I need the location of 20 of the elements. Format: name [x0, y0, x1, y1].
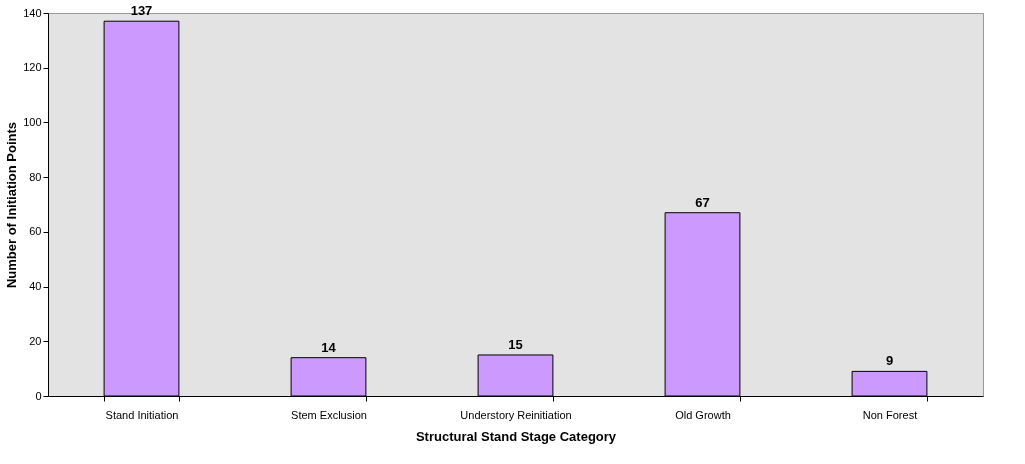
x-tick-label: Stand Initiation: [105, 408, 179, 421]
x-tick-label: Stem Exclusion: [291, 408, 367, 421]
y-tick-label: 140: [23, 6, 42, 19]
y-tick-label: 0: [35, 389, 42, 402]
data-label: 9: [885, 353, 894, 369]
x-tick-label: Old Growth: [675, 408, 731, 421]
y-tick-label: 60: [29, 225, 42, 238]
y-tick-label: 100: [23, 115, 42, 128]
data-label: 14: [321, 339, 337, 355]
data-label: 67: [695, 194, 710, 210]
y-tick-label: 20: [29, 334, 42, 347]
y-axis-title: Number of Initiation Points: [4, 121, 20, 289]
x-tick-label: Understory Reinitiation: [460, 408, 572, 421]
y-tick-label: 80: [29, 170, 42, 183]
x-tick-label: Non Forest: [862, 408, 918, 421]
data-label: 15: [508, 336, 523, 352]
y-tick-label: 40: [29, 280, 42, 293]
x-axis-title: Structural Stand Stage Category: [415, 428, 617, 444]
y-tick-label: 120: [23, 61, 42, 74]
data-label: 137: [130, 3, 153, 19]
